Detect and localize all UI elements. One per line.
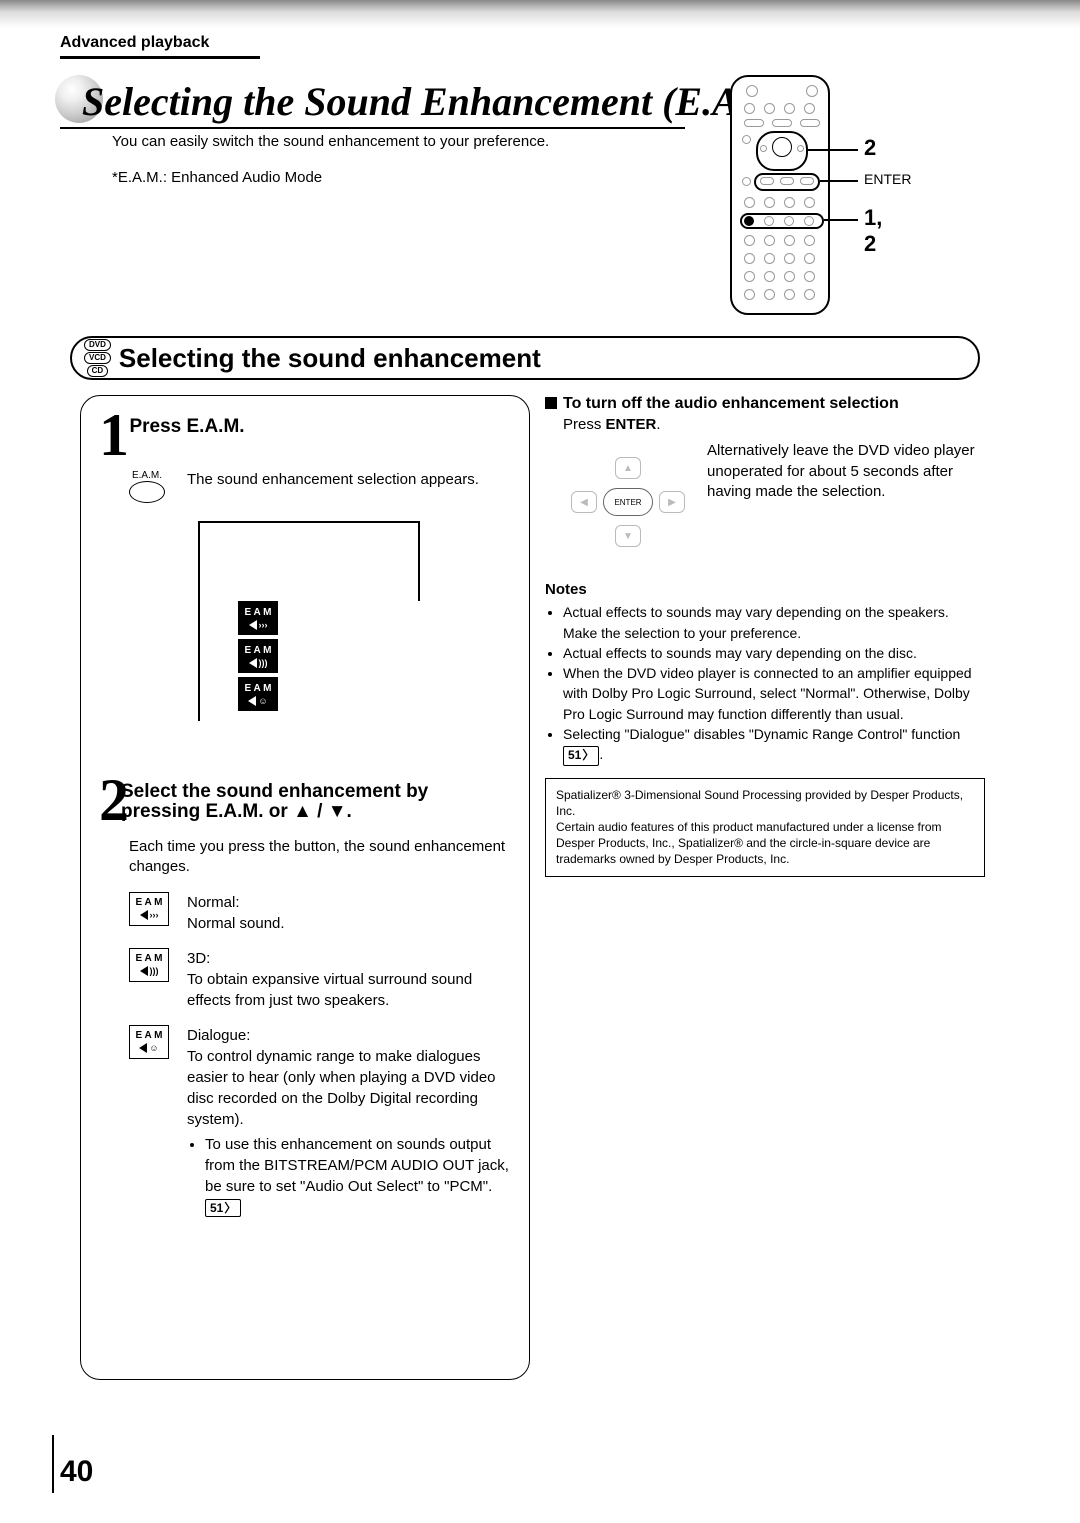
- mode-normal-desc: Normal sound.: [187, 915, 285, 932]
- callout-enter: ENTER: [864, 171, 911, 187]
- callout-1-2: 1, 2: [864, 205, 882, 257]
- page-ref-51a: 51: [205, 1199, 241, 1218]
- step-2-heading-b: pressing E.A.M. or ▲ / ▼.: [121, 801, 352, 823]
- enter-button-diagram: ▲ ◀ ▶ ▼ ENTER: [563, 453, 693, 553]
- badge-vcd: VCD: [84, 352, 111, 364]
- eam-chip-normal-osd: E A M ›››: [238, 601, 278, 635]
- eam-chip-3d-icon: E A M))): [129, 948, 169, 982]
- enter-button-icon: ENTER: [603, 488, 653, 516]
- turnoff-alt-text: Alternatively leave the DVD video player…: [707, 441, 985, 502]
- eam-chip-normal-icon: E A M›››: [129, 892, 169, 926]
- legal-notice: Spatializer® 3-Dimensional Sound Process…: [545, 778, 985, 877]
- step-2: 2 Select the sound enhancement by pressi…: [99, 779, 517, 1218]
- side-notes: To turn off the audio enhancement select…: [545, 395, 985, 877]
- eam-footnote: *E.A.M.: Enhanced Audio Mode: [112, 168, 322, 188]
- remote-diagram: 2 ENTER 1, 2: [730, 75, 830, 315]
- notes-list: Actual effects to sounds may vary depend…: [563, 602, 985, 765]
- section-header: DVD VCD CD Selecting the sound enhanceme…: [70, 336, 980, 380]
- mode-dialogue-name: Dialogue:: [187, 1027, 250, 1044]
- page-number-rule: [52, 1435, 54, 1493]
- manual-page: Advanced playback Selecting the Sound En…: [0, 0, 1080, 1523]
- eam-button-label: E.A.M.: [129, 470, 165, 481]
- eam-button-icon: E.A.M.: [129, 470, 165, 503]
- breadcrumb: Advanced playback: [60, 34, 209, 52]
- breadcrumb-underline: [60, 56, 260, 59]
- note-4: Selecting "Dialogue" disables "Dynamic R…: [563, 724, 985, 766]
- eam-chip-dialogue-osd: E A M ☺: [238, 677, 278, 711]
- step-1: 1 Press E.A.M. E.A.M. The sound enhancem…: [99, 414, 517, 751]
- step-2-intro: Each time you press the button, the soun…: [129, 837, 517, 878]
- page-title: Selecting the Sound Enhancement (E.A.M.*…: [82, 78, 828, 125]
- mode-3d-name: 3D:: [187, 950, 210, 967]
- notes-heading: Notes: [545, 581, 985, 598]
- page-subtitle: You can easily switch the sound enhancem…: [112, 132, 549, 152]
- disc-badges: DVD VCD CD: [84, 339, 111, 377]
- note-1: Actual effects to sounds may vary depend…: [563, 602, 985, 643]
- mode-normal: E A M››› Normal: Normal sound.: [129, 892, 517, 934]
- turnoff-body: Press ENTER.: [563, 415, 985, 435]
- mode-3d-desc: To obtain expansive virtual surround sou…: [187, 971, 472, 1009]
- note-2: Actual effects to sounds may vary depend…: [563, 643, 985, 663]
- step-1-heading: Press E.A.M.: [129, 416, 244, 438]
- step-2-heading-a: Select the sound enhancement by: [121, 781, 428, 803]
- eam-chip-dialogue-icon: E A M☺: [129, 1025, 169, 1059]
- mode-normal-name: Normal:: [187, 894, 240, 911]
- step-1-number: 1: [99, 414, 129, 456]
- badge-dvd: DVD: [84, 339, 111, 351]
- title-underline: [60, 127, 685, 129]
- steps-panel: 1 Press E.A.M. E.A.M. The sound enhancem…: [80, 395, 530, 1380]
- badge-cd: CD: [87, 365, 109, 377]
- mode-dialogue-desc: To control dynamic range to make dialogu…: [187, 1048, 496, 1128]
- note-3: When the DVD video player is connected t…: [563, 663, 985, 724]
- mode-3d: E A M))) 3D: To obtain expansive virtual …: [129, 948, 517, 1011]
- osd-illustration: E A M ››› E A M ))) E A M ☺: [178, 521, 438, 751]
- mode-dialogue: E A M☺ Dialogue: To control dynamic rang…: [129, 1025, 517, 1218]
- page-number: 40: [60, 1455, 93, 1489]
- mode-dialogue-note: To use this enhancement on sounds output…: [205, 1134, 517, 1218]
- remote-outline: [730, 75, 830, 315]
- eam-chip-3d-osd: E A M ))): [238, 639, 278, 673]
- step-1-text: The sound enhancement selection appears.: [187, 470, 517, 503]
- section-title: Selecting the sound enhancement: [119, 343, 541, 374]
- callout-2: 2: [864, 135, 876, 161]
- turnoff-heading: To turn off the audio enhancement select…: [545, 395, 985, 413]
- page-ref-51b: 51: [563, 746, 599, 765]
